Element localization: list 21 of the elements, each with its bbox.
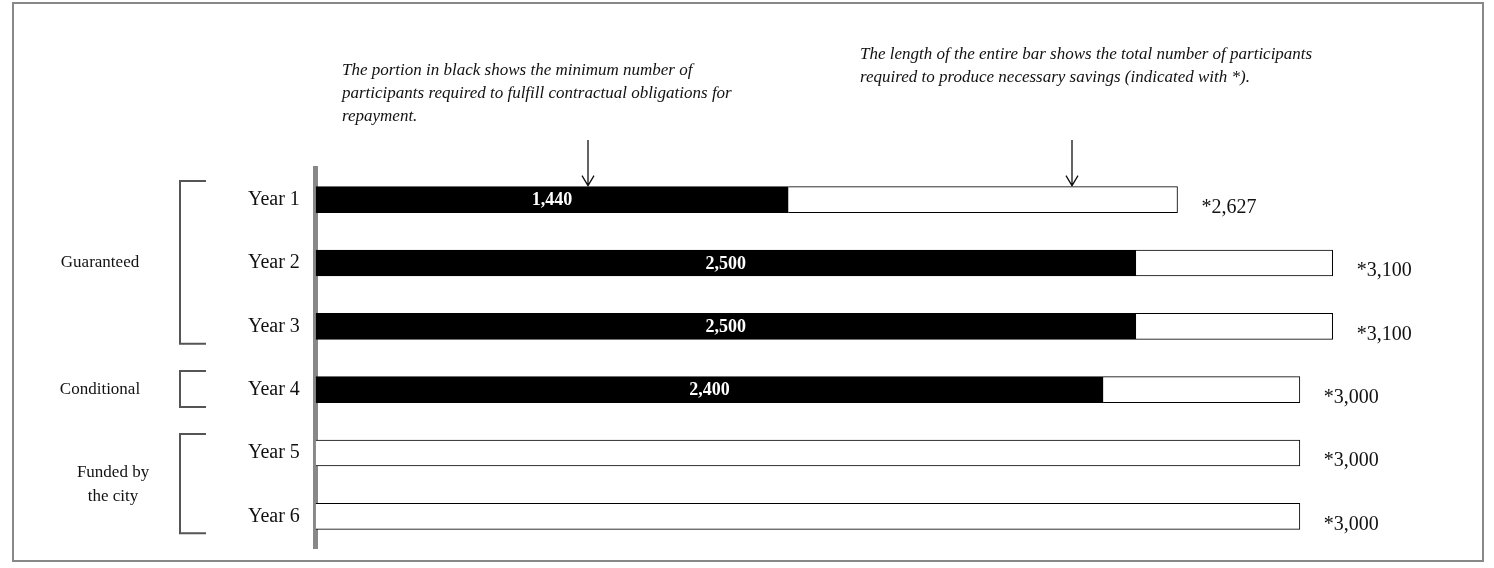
y-tick-label: Year 5 bbox=[248, 440, 300, 463]
y-tick-label: Year 4 bbox=[248, 376, 300, 399]
y-tick-label: Year 2 bbox=[248, 250, 300, 273]
total-label: *3,000 bbox=[1323, 384, 1379, 407]
text: The portion in black shows the minimum number of participants required to fulfill contractual obligations for repayment. bbox=[342, 59, 733, 127]
total-label: *3,100 bbox=[1356, 258, 1412, 281]
data-label: 2,500 bbox=[705, 252, 747, 273]
total-label: *3,000 bbox=[1323, 511, 1379, 534]
data-label: 2,400 bbox=[689, 379, 730, 400]
total-label: *3,000 bbox=[1323, 448, 1379, 471]
total-label: *2,627 bbox=[1201, 194, 1257, 217]
data-label: 2,500 bbox=[705, 315, 747, 336]
data-label: 1,440 bbox=[531, 189, 573, 210]
y-tick-label: Year 1 bbox=[248, 186, 300, 209]
text: Conditional bbox=[58, 377, 142, 400]
text: Guaranteed bbox=[59, 251, 141, 273]
y-tick-label: Year 3 bbox=[248, 313, 300, 336]
text: The length of the entire bar shows the total number of participants required to produce necessary savings (indicated with *). bbox=[860, 43, 1314, 88]
y-tick-label: Year 6 bbox=[248, 503, 300, 526]
text: Funded by the city bbox=[75, 460, 151, 507]
total-label: *3,100 bbox=[1356, 321, 1412, 344]
